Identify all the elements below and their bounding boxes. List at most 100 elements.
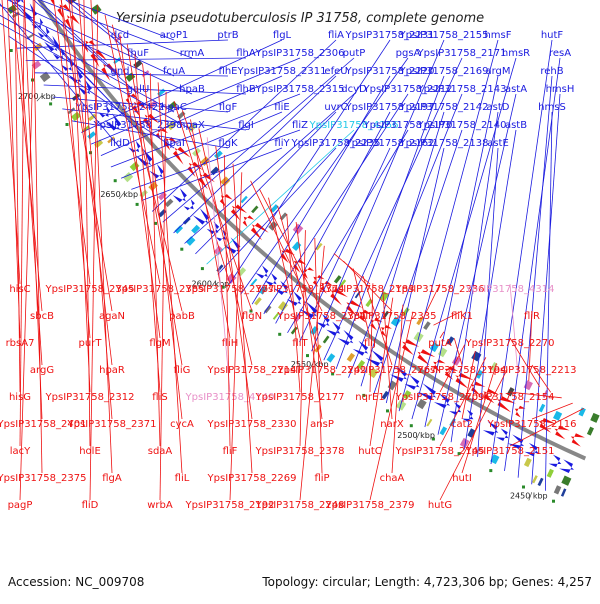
gene-label: YpsIP31758_2306 xyxy=(255,48,345,59)
gene-arrow xyxy=(554,425,570,440)
gene-leader-line xyxy=(352,268,371,339)
gene-leader-line xyxy=(8,35,175,149)
gene-leader-line xyxy=(0,14,175,113)
feature-block xyxy=(125,72,136,82)
gene-leader-line xyxy=(369,297,394,447)
gene-arrow xyxy=(482,421,499,436)
feature-block xyxy=(523,380,533,391)
marker xyxy=(457,452,461,456)
gene-label: wrbA xyxy=(147,500,173,511)
gene-leader-line xyxy=(83,0,91,447)
gene-arrow xyxy=(570,433,585,447)
gene-leader-line xyxy=(323,57,463,361)
gene-leader-line xyxy=(52,96,229,113)
feature-block xyxy=(416,398,427,410)
kbp-tick-mark xyxy=(415,431,420,441)
gene-label: YpsIP31758_2140 xyxy=(417,120,507,131)
gene-leader-line xyxy=(251,75,391,305)
gene-label: YpsIP31758_2270 xyxy=(465,338,555,349)
gene-arrow xyxy=(98,106,111,118)
gene-label: hmsF xyxy=(484,30,511,41)
gene-label: YpsIP31758_4140 xyxy=(185,392,275,403)
marker xyxy=(200,267,204,271)
gene-leader-line xyxy=(14,0,21,393)
gene-label: lldD xyxy=(110,138,130,149)
gene-label: fhuF xyxy=(127,48,149,59)
feature-block xyxy=(379,291,389,302)
feature-block xyxy=(326,353,336,363)
gene-label: astB xyxy=(505,120,527,131)
gene-label: rehB xyxy=(540,66,563,77)
gene-label: YpsIP31758_4314 xyxy=(465,284,555,295)
feature-block xyxy=(315,242,323,251)
gene-leader-line xyxy=(531,364,552,393)
gene-label: YpsIP31758_2142 xyxy=(399,102,489,113)
gene-leader-line xyxy=(104,14,161,285)
feature-block xyxy=(523,457,532,468)
gene-label: YpsIP31758_2374 xyxy=(255,284,345,295)
feature-block xyxy=(220,176,231,187)
gene-label: YpsIP31758_2269 xyxy=(207,473,297,484)
feature-block xyxy=(250,278,258,286)
gene-leader-line xyxy=(19,0,36,501)
gene-label: YpsIP31758_4256 xyxy=(309,120,399,131)
marker xyxy=(386,409,389,413)
gene-leader-line xyxy=(151,39,337,212)
gene-label: fliS xyxy=(152,392,167,403)
gene-leader-line xyxy=(509,391,562,399)
gene-label: YpsIP31758_2311 xyxy=(237,66,327,77)
marker xyxy=(431,437,435,441)
gene-arrow xyxy=(164,137,178,151)
gene-leader-line xyxy=(66,0,175,41)
gene-leader-line xyxy=(268,197,301,339)
gene-leader-line xyxy=(545,111,553,491)
gene-label: narX xyxy=(380,419,404,430)
feature-block xyxy=(381,390,390,400)
gene-leader-line xyxy=(277,205,323,366)
feature-block xyxy=(354,290,361,299)
gene-leader-line xyxy=(509,283,519,376)
gene-arrow xyxy=(496,396,516,413)
gene-leader-line xyxy=(232,163,253,474)
feature-block xyxy=(157,88,166,97)
gene-leader-line xyxy=(250,180,301,285)
gene-arrow xyxy=(524,442,539,457)
feature-block xyxy=(290,326,298,335)
marker xyxy=(49,102,53,106)
gene-leader-line xyxy=(206,137,231,393)
gene-leader-line xyxy=(12,0,121,113)
feature-block xyxy=(390,316,401,327)
feature-block xyxy=(254,297,262,306)
gene-label: lacY xyxy=(10,446,31,457)
gene-label: YpsIP31758_2378 xyxy=(255,446,345,457)
feature-block xyxy=(586,426,594,436)
marker xyxy=(489,469,493,473)
gene-leader-line xyxy=(223,154,231,447)
feature-block xyxy=(532,475,538,484)
gene-arrow xyxy=(44,35,60,52)
gene-leader-line xyxy=(424,75,499,428)
feature-block xyxy=(356,360,366,370)
gene-leader-line xyxy=(531,402,573,420)
gene-label: fcuA xyxy=(163,66,185,77)
feature-block xyxy=(31,60,42,70)
gene-leader-line xyxy=(119,34,161,339)
kbp-tick-label: 2450 kbp xyxy=(510,492,548,501)
gene-leader-line xyxy=(229,172,243,501)
feature-block xyxy=(553,410,563,421)
gene-leader-line xyxy=(311,39,445,352)
gene-label: YpsIP31758_2169 xyxy=(399,66,489,77)
gene-label: YpsIP31758_2345 xyxy=(45,284,135,295)
gene-label: YpsIP31758_2401 xyxy=(0,419,86,430)
gene-leader-line xyxy=(90,0,113,474)
gene-arrow xyxy=(433,359,446,372)
gene-label: YpsIP31758_2385 xyxy=(115,284,205,295)
gene-label: ptrB xyxy=(217,30,238,41)
feature-block xyxy=(107,136,115,144)
marker xyxy=(331,372,335,376)
gene-label: flgK xyxy=(218,138,238,149)
gene-label: hpaI xyxy=(163,138,185,149)
gene-arrow xyxy=(50,0,63,6)
